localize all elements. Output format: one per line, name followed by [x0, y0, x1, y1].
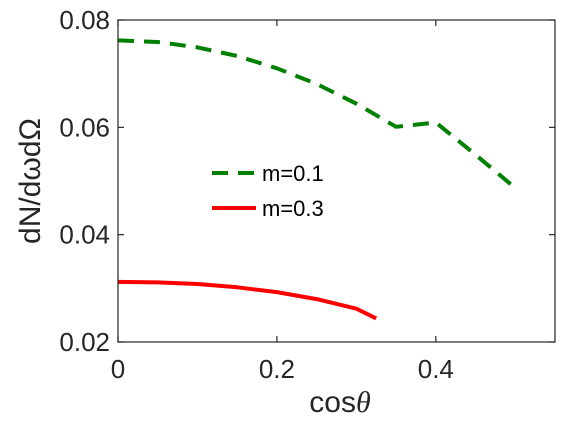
- x-axis-label-symbol: θ: [356, 386, 371, 419]
- y-tick-label: 0.02: [59, 327, 110, 357]
- x-tick-label: 0.2: [259, 354, 295, 384]
- plot-background: [118, 20, 555, 342]
- series-layer: [117, 38, 517, 321]
- x-axis-ticks: 0 0.2 0.4: [111, 20, 454, 384]
- y-axis-label: dN/dωdΩ: [14, 118, 47, 244]
- x-axis-label-main: cos: [309, 386, 356, 419]
- y-axis-ticks: 0.02 0.04 0.06 0.08: [59, 5, 555, 357]
- series-line-1: [117, 38, 517, 190]
- legend: m=0.1 m=0.3: [212, 161, 324, 221]
- x-axis-label: cosθ: [309, 386, 371, 419]
- y-tick-label: 0.06: [59, 112, 110, 142]
- plot-frame: [117, 19, 556, 343]
- y-tick-label: 0.08: [59, 5, 110, 35]
- legend-label-2: m=0.3: [262, 196, 324, 221]
- x-tick-label: 0: [111, 354, 125, 384]
- x-tick-label: 0.4: [418, 354, 454, 384]
- y-tick-label: 0.04: [59, 220, 110, 250]
- series-line-2: [117, 279, 378, 321]
- legend-label-1: m=0.1: [262, 161, 324, 186]
